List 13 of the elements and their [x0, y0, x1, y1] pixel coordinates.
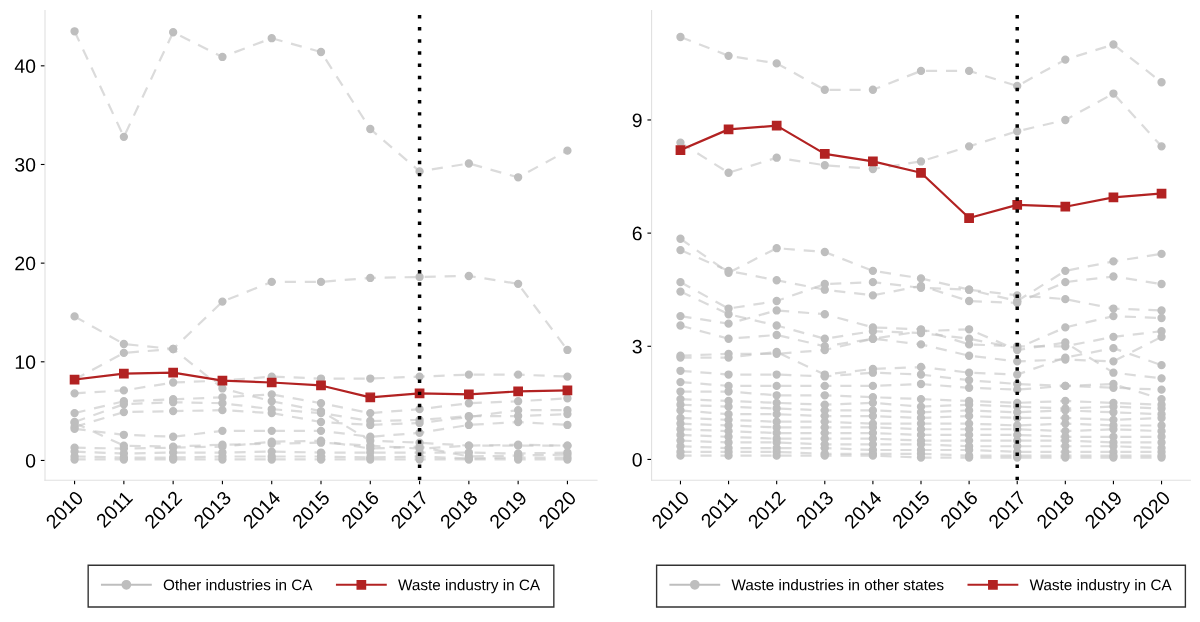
y-tick-label: 20: [15, 256, 36, 271]
y-tick-label: 9: [632, 113, 642, 128]
y-tick-label: 30: [15, 157, 36, 172]
legend-label: Waste industry in CA: [398, 579, 541, 594]
y-tick-label: 0: [632, 452, 642, 467]
legend-label: Waste industry in CA: [1029, 579, 1172, 594]
y-tick-label: 3: [632, 339, 642, 354]
y-tick-label: 6: [632, 226, 642, 241]
y-tick-label: 0: [25, 453, 36, 468]
y-tick-label: 40: [14, 59, 36, 74]
y-tick-label: 10: [15, 355, 36, 370]
legend-label: Other industries in CA: [163, 579, 313, 591]
legend-label: Waste industries in other states: [731, 579, 944, 591]
